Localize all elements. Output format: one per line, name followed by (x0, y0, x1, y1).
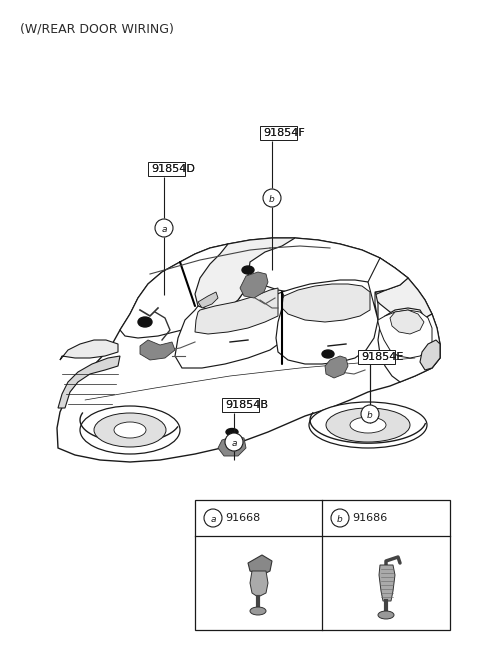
Circle shape (331, 509, 349, 527)
FancyBboxPatch shape (222, 398, 259, 412)
Polygon shape (218, 436, 246, 456)
Circle shape (225, 433, 243, 451)
Polygon shape (368, 258, 408, 320)
Polygon shape (378, 310, 432, 358)
Polygon shape (240, 272, 268, 298)
Polygon shape (57, 238, 440, 462)
Ellipse shape (94, 413, 166, 447)
Polygon shape (372, 278, 432, 320)
FancyBboxPatch shape (260, 126, 297, 140)
Ellipse shape (378, 611, 394, 619)
FancyBboxPatch shape (195, 500, 450, 630)
Circle shape (204, 509, 222, 527)
Circle shape (263, 189, 281, 207)
Text: 91854E: 91854E (361, 352, 403, 362)
Ellipse shape (250, 607, 266, 615)
Ellipse shape (242, 266, 254, 274)
Text: 91854B: 91854B (225, 400, 268, 410)
Polygon shape (282, 284, 370, 322)
Ellipse shape (226, 428, 238, 436)
Polygon shape (195, 238, 295, 310)
Text: a: a (210, 514, 216, 523)
Polygon shape (140, 340, 175, 360)
Polygon shape (378, 308, 440, 382)
Text: 91854F: 91854F (263, 128, 305, 138)
Polygon shape (198, 292, 218, 308)
FancyBboxPatch shape (148, 162, 185, 176)
Text: b: b (367, 411, 373, 419)
Polygon shape (276, 280, 378, 364)
Text: a: a (231, 438, 237, 447)
Text: 91854D: 91854D (151, 164, 195, 174)
Polygon shape (195, 288, 278, 334)
Polygon shape (379, 565, 395, 601)
Polygon shape (248, 555, 272, 575)
Polygon shape (120, 244, 252, 338)
Polygon shape (250, 571, 268, 597)
Circle shape (155, 219, 173, 237)
Text: (W/REAR DOOR WIRING): (W/REAR DOOR WIRING) (20, 22, 174, 35)
Text: 91668: 91668 (225, 513, 260, 523)
Text: 91854D: 91854D (151, 164, 195, 174)
Polygon shape (248, 238, 408, 296)
Polygon shape (325, 356, 348, 378)
Text: 91686: 91686 (352, 513, 387, 523)
Polygon shape (390, 310, 424, 334)
Ellipse shape (350, 417, 386, 433)
Text: 91854B: 91854B (225, 400, 268, 410)
Polygon shape (60, 340, 118, 360)
Text: b: b (337, 514, 343, 523)
Polygon shape (420, 340, 440, 370)
Ellipse shape (326, 408, 410, 442)
FancyBboxPatch shape (358, 350, 395, 364)
Circle shape (361, 405, 379, 423)
Ellipse shape (80, 406, 180, 454)
Ellipse shape (309, 402, 427, 448)
Text: 91854F: 91854F (263, 128, 305, 138)
Ellipse shape (138, 317, 152, 327)
Text: a: a (161, 224, 167, 234)
Text: 91854E: 91854E (361, 352, 403, 362)
Polygon shape (175, 292, 284, 368)
Text: b: b (269, 194, 275, 203)
Polygon shape (58, 356, 120, 408)
Ellipse shape (322, 350, 334, 358)
Ellipse shape (114, 422, 146, 438)
